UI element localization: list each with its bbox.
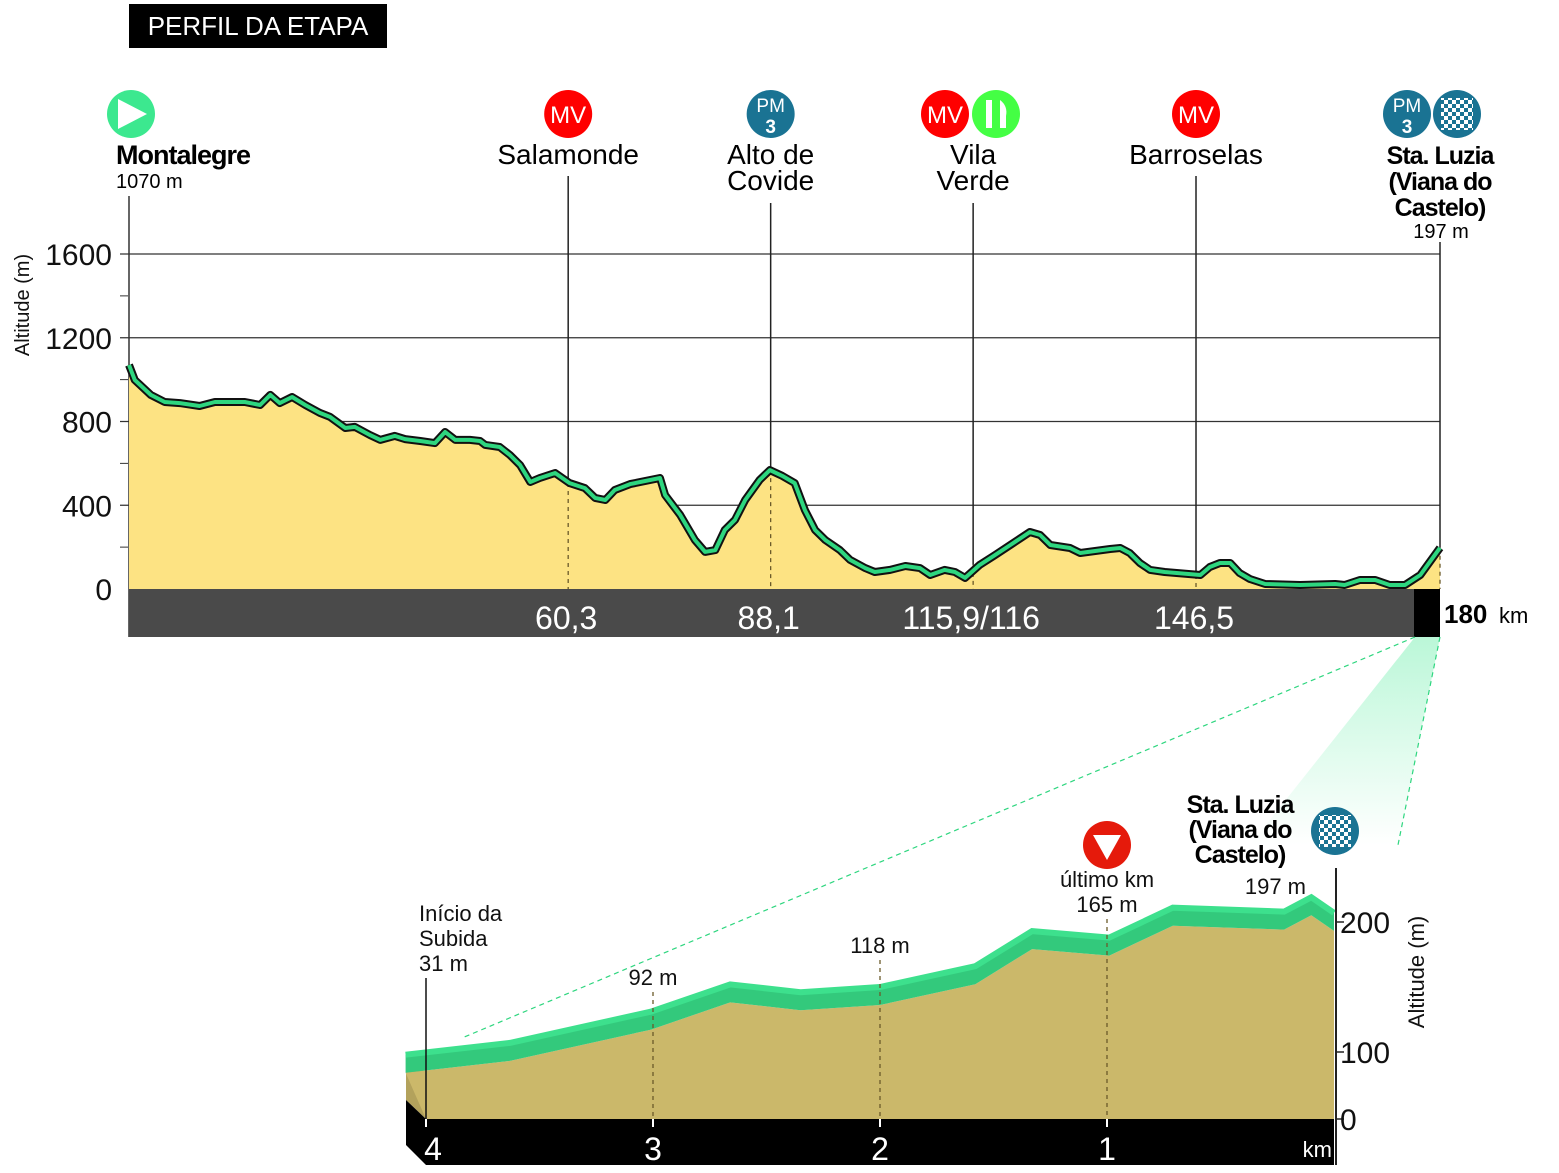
- km-bar: [129, 589, 1440, 637]
- mv-icon-text: MV: [927, 102, 963, 129]
- inset-x-tick-label: 1: [1098, 1131, 1116, 1167]
- climb-start-label: Subida: [419, 926, 488, 951]
- inset-x-tick-label: 3: [644, 1131, 662, 1167]
- inset-y-axis-label: Altitude (m): [1404, 916, 1429, 1028]
- inset-y-tick-label: 200: [1340, 907, 1390, 940]
- place-altitude: 197 m: [1413, 221, 1469, 243]
- place-name: Sta. Luzia: [1387, 142, 1496, 170]
- knife-icon: [1000, 100, 1007, 128]
- inset-elevation-area: [405, 915, 1335, 1119]
- y-tick-label: 800: [62, 407, 112, 440]
- inset-marker-label: 165 m: [1076, 892, 1137, 917]
- place-name: Verde: [937, 165, 1010, 196]
- km-label: 146,5: [1154, 600, 1234, 636]
- inset-x-tick-label: 4: [424, 1131, 442, 1167]
- inset-band-highlight: [405, 893, 1336, 1058]
- km-label: 88,1: [738, 600, 800, 636]
- finish-altitude: 197 m: [1245, 874, 1306, 899]
- title-box: PERFIL DA ETAPA: [129, 4, 387, 48]
- place-name: (Viana do: [1388, 168, 1492, 196]
- place-name: Salamonde: [497, 139, 639, 170]
- inset-km-bar: [406, 1100, 1334, 1165]
- inset-y-tick-label: 100: [1340, 1037, 1390, 1070]
- play-triangle-icon: [118, 99, 147, 129]
- mv-sprint-icon: [1172, 90, 1221, 138]
- inset-finish-name: (Viana do: [1188, 816, 1292, 844]
- pm-icon-text: PM: [756, 96, 785, 117]
- place-name: Barroselas: [1129, 139, 1263, 170]
- km-unit: km: [1499, 603, 1528, 628]
- pm-icon-text: PM: [1393, 96, 1422, 117]
- checkered-flag-icon: [1441, 98, 1473, 130]
- y-tick-label: 1600: [45, 239, 112, 272]
- mv-icon-text: MV: [550, 102, 586, 129]
- km-bar-end: [1414, 589, 1440, 637]
- zoom-connector-line: [461, 636, 1416, 1039]
- place-name: Vila: [950, 139, 997, 170]
- mountain-cat3-icon: [1383, 90, 1431, 138]
- zoom-gradient: [1250, 637, 1440, 845]
- inset-finish-name: Castelo): [1195, 841, 1286, 869]
- pm-category: 3: [765, 117, 776, 138]
- place-altitude: 1070 m: [116, 171, 183, 193]
- elevation-area: [129, 365, 1440, 589]
- inset-marker-label: último km: [1060, 867, 1154, 892]
- pm-category: 3: [1402, 117, 1413, 138]
- km-label: 60,3: [535, 600, 597, 636]
- place-name: Covide: [727, 165, 814, 196]
- climb-start-label: 31 m: [419, 951, 468, 976]
- inset-x-tick-label: 2: [871, 1131, 889, 1167]
- mountain-cat3-icon: [746, 90, 795, 138]
- inset-marker-label: 92 m: [629, 965, 678, 990]
- inset-marker-label: 118 m: [850, 933, 910, 958]
- y-tick-label: 1200: [45, 323, 112, 356]
- mv-icon-text: MV: [1178, 102, 1214, 129]
- y-axis-label: Altitude (m): [12, 254, 34, 356]
- fork-icon: [986, 100, 992, 128]
- climb-start-label: Início da: [419, 901, 503, 926]
- y-tick-label: 400: [62, 490, 112, 523]
- mv-sprint-icon: [544, 90, 593, 138]
- place-name: Alto de: [727, 139, 814, 170]
- feed-zone-icon: [972, 90, 1020, 138]
- total-km: 180: [1444, 599, 1487, 629]
- inset-elevation-band: [405, 897, 1335, 1073]
- inset-km-unit: km: [1303, 1137, 1332, 1162]
- mv-sprint-icon: [921, 90, 969, 138]
- checkered-flag-icon: [1319, 815, 1351, 847]
- inset-finish-name: Sta. Luzia: [1187, 791, 1296, 819]
- down-triangle-icon: [1093, 835, 1121, 860]
- chart-title: PERFIL DA ETAPA: [148, 11, 369, 41]
- inset-y-tick-label: 0: [1340, 1104, 1357, 1137]
- km-label: 115,9/116: [902, 600, 1040, 636]
- elevation-line: [127, 364, 1442, 587]
- place-name: Montalegre: [116, 140, 251, 170]
- y-tick-label: 0: [95, 574, 112, 607]
- place-name: Castelo): [1395, 194, 1486, 222]
